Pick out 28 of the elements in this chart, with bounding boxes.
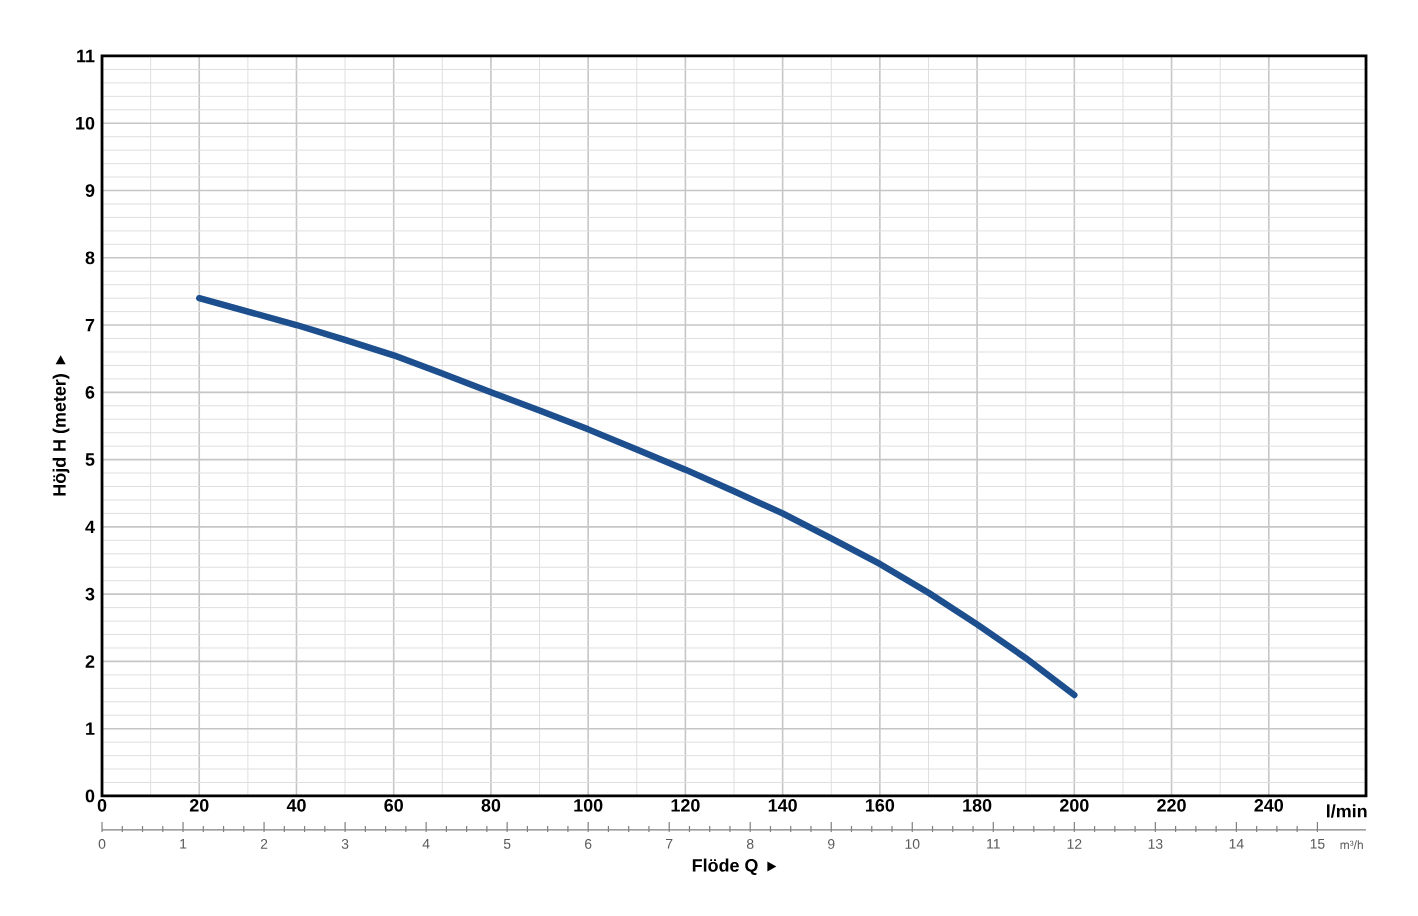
x-tick-label: 40 bbox=[286, 799, 306, 812]
y-tick-label: 3 bbox=[85, 587, 95, 601]
y-tick-label: 1 bbox=[86, 722, 95, 735]
x-tick-label: 240 bbox=[1254, 799, 1284, 812]
y-tick-label: 8 bbox=[85, 251, 95, 265]
y-tick-label: 6 bbox=[85, 385, 95, 399]
y-tick-label: 4 bbox=[85, 520, 95, 534]
y-tick-label: 0 bbox=[85, 789, 95, 803]
x-tick-label: 200 bbox=[1059, 799, 1089, 812]
x-tick-label: 60 bbox=[384, 799, 403, 812]
text: l/min bbox=[1327, 804, 1367, 818]
y-tick-label: 5 bbox=[85, 453, 95, 466]
x-tick-label: 160 bbox=[866, 799, 895, 812]
y-tick-label: 7 bbox=[85, 318, 95, 332]
x-axis-title: Flöde Q bbox=[692, 858, 758, 876]
x-tick-label: 20 bbox=[189, 799, 209, 812]
y-tick-label: 10 bbox=[76, 116, 95, 130]
x-tick-label: 80 bbox=[481, 799, 501, 812]
y-tick-label: 9 bbox=[85, 184, 95, 197]
y-axis-title: Höjd H (meter) bbox=[52, 374, 70, 496]
y-tick-label: 11 bbox=[77, 49, 95, 63]
x-tick-label: 120 bbox=[671, 799, 700, 812]
x-tick-label: 140 bbox=[768, 799, 797, 812]
y-tick-label: 2 bbox=[85, 655, 95, 668]
x-tick-label: 0 bbox=[97, 799, 107, 812]
x-tick-label: 220 bbox=[1157, 799, 1186, 812]
x-tick-label: 180 bbox=[963, 799, 992, 812]
x-tick-label: 100 bbox=[574, 799, 603, 812]
